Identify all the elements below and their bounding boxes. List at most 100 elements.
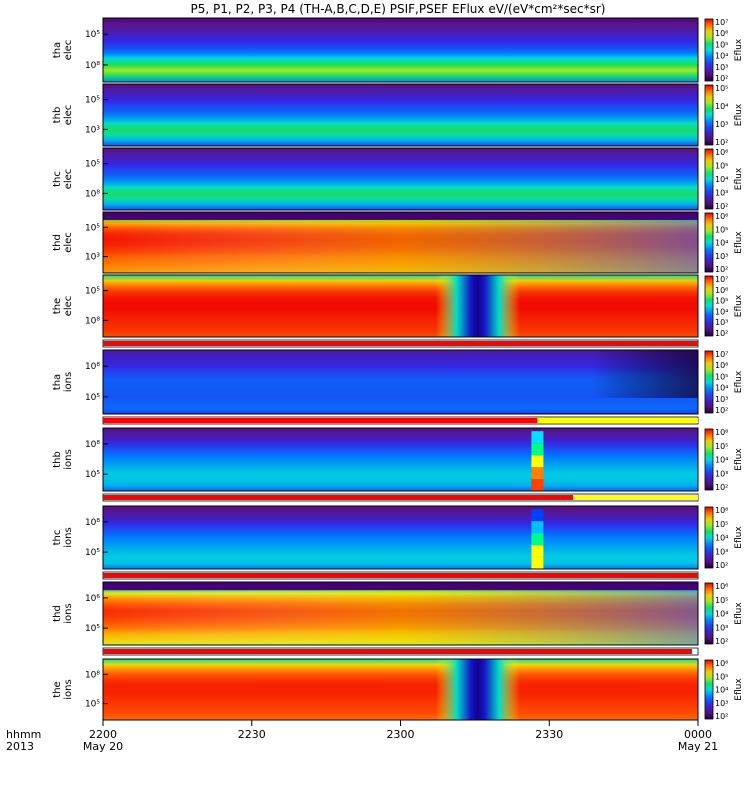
colorbar-tick-label: 10⁴ <box>715 384 728 393</box>
panel-label: thcions <box>52 527 74 547</box>
colorbar-label: Eflux <box>734 294 744 317</box>
panel-label: thaions <box>52 372 74 392</box>
spike-cell <box>531 521 544 534</box>
y-tick-label: 10⁸ <box>85 670 100 680</box>
spectrogram-image <box>103 659 698 720</box>
colorbar-tick-label: 10⁵ <box>715 596 728 605</box>
panel-thc-elec: 10⁵ 10⁸ thcelec 10⁶ 10⁵ 10⁴ 10³ 10² Eflux <box>52 147 744 211</box>
x-tick-label: 0000 <box>684 728 712 741</box>
colorbar-label: Eflux <box>734 448 744 471</box>
panel-label-species: elec <box>63 105 74 126</box>
flag-bar <box>102 493 699 502</box>
panel-frame <box>102 147 699 211</box>
x-tick-sublabel: May 20 <box>83 740 123 753</box>
x-tick-label: 2230 <box>238 728 266 741</box>
colorbar-tick-label: 10³ <box>715 623 728 632</box>
panel-label-probe: the <box>52 681 63 697</box>
flag-bar-segment <box>103 649 693 654</box>
y-tick-label: 10⁵ <box>85 160 100 170</box>
panel-frame <box>102 581 699 646</box>
colorbar-tick-label: 10⁵ <box>715 442 728 451</box>
flag-bar-segment <box>573 495 698 500</box>
panel-label: thaelec <box>52 40 74 61</box>
colorbar <box>704 275 714 337</box>
colorbar-tick-label: 10⁶ <box>715 286 728 295</box>
colorbar-tick-label: 10⁵ <box>715 40 728 49</box>
panel-label-species: elec <box>63 232 74 253</box>
spectrogram-image <box>103 428 698 491</box>
spike-cell <box>531 467 544 480</box>
colorbar-label: Eflux <box>734 167 744 190</box>
colorbar-tick-label: 10⁶ <box>715 29 728 38</box>
y-tick-label: 10⁸ <box>85 362 100 372</box>
y-tick-label: 10⁵ <box>85 393 100 403</box>
colorbar-tick-label: 10³ <box>715 699 728 708</box>
spectrogram-image <box>103 275 698 337</box>
spectrogram-gap <box>435 659 520 720</box>
colorbar-tick-label: 10² <box>715 329 728 338</box>
panel-tha-ions: 10⁸ 10⁵ thaions 10⁷ 10⁶ 10⁵ 10⁴ 10³ 10² Eflux <box>52 349 744 415</box>
colorbar-tick-label: 10⁴ <box>715 456 728 465</box>
colorbar-tick-label: 10² <box>715 637 728 646</box>
x-tick-label: 2200 <box>89 728 117 741</box>
y-tick-label: 10⁸ <box>85 316 100 326</box>
colorbar-tick-label: 10⁵ <box>715 84 728 93</box>
panel-label-probe: tha <box>52 42 63 58</box>
colorbar-tick-label: 10² <box>715 265 728 274</box>
panel-label-species: ions <box>63 603 74 623</box>
panel-label: thbions <box>52 449 74 469</box>
panel-label-species: elec <box>63 40 74 61</box>
colorbar <box>704 212 714 273</box>
panel-thb-elec: 10⁵ 10³ thbelec 10⁵ 10⁴ 10³ 10² Eflux <box>52 83 744 147</box>
y-tick-label: 10⁵ <box>85 470 100 480</box>
colorbar <box>704 506 714 569</box>
panel-thc-ions: 10⁸ 10⁵ thcions 10⁶ 10⁵ 10⁴ 10³ 10² Eflux <box>52 505 744 570</box>
colorbar-tick-label: 10⁴ <box>715 102 728 111</box>
x-axis-time-label: hhmm <box>6 728 41 741</box>
flag-bar <box>102 339 699 348</box>
colorbar-tick-label: 10² <box>715 406 728 415</box>
flag-bar <box>102 647 699 656</box>
spike-cell <box>531 509 544 522</box>
spike-cell <box>531 455 544 468</box>
colorbar-tick-label: 10⁴ <box>715 239 728 248</box>
panel-thd-ions: 10⁶ 10⁵ thdions 10⁶ 10⁵ 10⁴ 10³ 10² Eflux <box>52 581 744 646</box>
flag-bar <box>102 416 699 425</box>
panel-frame <box>102 83 699 147</box>
spike-cell <box>531 431 544 444</box>
panel-the-ions: 10⁸ 10⁵ theions 10⁶ 10⁵ 10⁴ 10³ 10² Eflux <box>52 658 744 721</box>
colorbar-label: Eflux <box>734 103 744 126</box>
panel-label-probe: thd <box>52 605 63 622</box>
y-tick-label: 10⁸ <box>85 189 100 199</box>
spectrogram-top-band <box>103 582 698 591</box>
colorbar-tick-label: 10³ <box>715 547 728 556</box>
panel-frame <box>102 505 699 570</box>
panel-tha-elec: 10⁵ 10⁸ thaelec 10⁷ 10⁶ 10⁵ 10⁴ 10³ 10² Eflux <box>52 17 744 83</box>
spectrogram-gap <box>435 275 520 337</box>
colorbar-tick-label: 10⁶ <box>715 212 728 221</box>
x-tick-sublabel: May 21 <box>678 740 718 753</box>
panel-label-species: elec <box>63 169 74 190</box>
panel-label-species: ions <box>63 679 74 699</box>
colorbar <box>704 582 714 645</box>
y-tick-label: 10⁵ <box>85 548 100 558</box>
flag-bar-segment <box>537 418 698 423</box>
colorbar-tick-label: 10² <box>715 483 728 492</box>
colorbar <box>704 659 714 720</box>
y-tick-label: 10⁵ <box>85 96 100 106</box>
spectrogram-image <box>103 84 698 146</box>
y-tick-label: 10⁸ <box>85 518 100 528</box>
panel-label-probe: thc <box>52 171 63 187</box>
colorbar-tick-label: 10⁴ <box>715 52 728 61</box>
panel-label-species: ions <box>63 527 74 547</box>
spectrogram-fade <box>103 585 698 645</box>
y-tick-label: 10⁵ <box>85 223 100 233</box>
colorbar-tick-label: 10⁶ <box>715 659 728 668</box>
colorbar <box>704 18 714 82</box>
panel-thd-elec: 10⁵ 10³ thdelec 10⁶ 10⁵ 10⁴ 10³ 10² Eflux <box>52 211 744 274</box>
spectrogram-image <box>103 18 698 82</box>
colorbar-tick-label: 10⁶ <box>715 428 728 437</box>
flag-bar-segment <box>103 573 698 578</box>
x-tick-label: 2300 <box>387 728 415 741</box>
